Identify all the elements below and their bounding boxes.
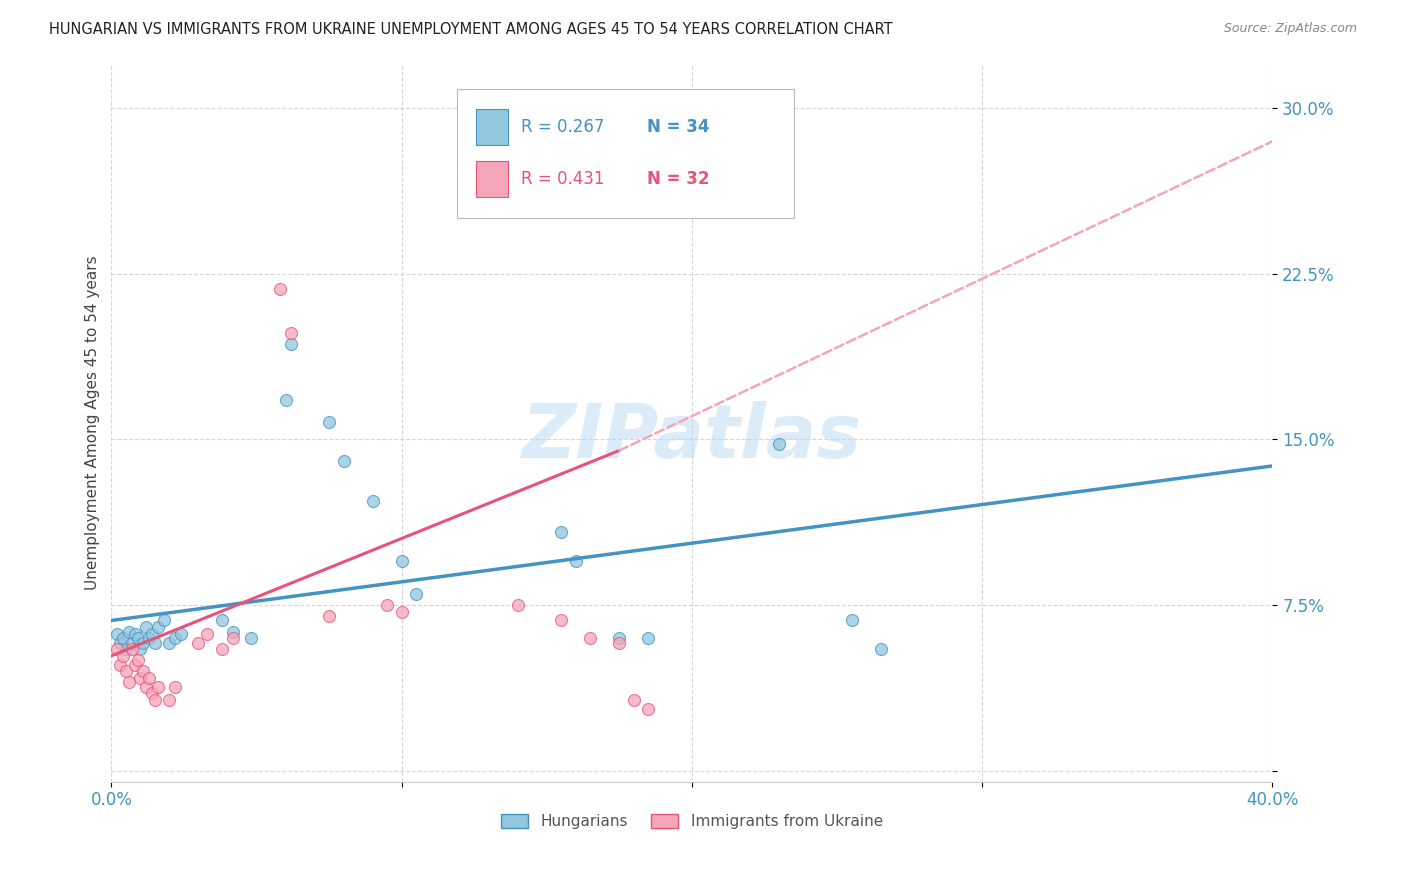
Point [623, 693, 645, 707]
Point [405, 587, 427, 601]
Point [318, 415, 340, 429]
Text: R = 0.431: R = 0.431 [522, 170, 605, 188]
Point [127, 631, 149, 645]
Text: ZIPatlas: ZIPatlas [522, 401, 862, 474]
Point [141, 686, 163, 700]
Point [127, 653, 149, 667]
Point [108, 657, 131, 672]
Point [222, 624, 245, 639]
Point [105, 642, 128, 657]
Point [280, 337, 302, 351]
Point [550, 614, 572, 628]
Point [170, 626, 193, 640]
Point [146, 620, 169, 634]
Point [141, 626, 163, 640]
Y-axis label: Unemployment Among Ages 45 to 54 years: Unemployment Among Ages 45 to 54 years [86, 255, 100, 591]
Point [159, 635, 181, 649]
Point [129, 642, 152, 657]
Text: N = 34: N = 34 [647, 119, 709, 136]
Point [565, 554, 588, 568]
Point [506, 598, 529, 612]
Point [111, 648, 134, 663]
Point [129, 671, 152, 685]
FancyBboxPatch shape [477, 110, 509, 145]
Point [280, 326, 302, 341]
Point [124, 626, 146, 640]
Point [768, 437, 790, 451]
Point [121, 642, 143, 657]
Point [143, 635, 166, 649]
Point [115, 665, 138, 679]
Point [710, 172, 733, 186]
Legend: Hungarians, Immigrants from Ukraine: Hungarians, Immigrants from Ukraine [495, 808, 889, 835]
Point [118, 624, 141, 639]
Point [391, 554, 413, 568]
Point [165, 680, 187, 694]
Point [165, 631, 187, 645]
Point [146, 680, 169, 694]
Point [121, 635, 143, 649]
Point [105, 626, 128, 640]
Point [579, 631, 602, 645]
Point [375, 598, 398, 612]
Text: HUNGARIAN VS IMMIGRANTS FROM UKRAINE UNEMPLOYMENT AMONG AGES 45 TO 54 YEARS CORR: HUNGARIAN VS IMMIGRANTS FROM UKRAINE UNE… [49, 22, 893, 37]
Point [195, 626, 218, 640]
FancyBboxPatch shape [477, 161, 509, 197]
Point [187, 635, 209, 649]
Point [143, 693, 166, 707]
Point [609, 635, 631, 649]
Point [332, 454, 354, 468]
Point [152, 614, 174, 628]
Point [108, 635, 131, 649]
Point [550, 525, 572, 540]
Text: N = 32: N = 32 [647, 170, 709, 188]
Point [841, 614, 863, 628]
Point [269, 282, 291, 296]
Text: R = 0.267: R = 0.267 [522, 119, 605, 136]
Point [318, 609, 340, 624]
Point [132, 665, 155, 679]
Point [637, 702, 659, 716]
Point [274, 392, 297, 407]
FancyBboxPatch shape [457, 89, 794, 218]
Point [361, 494, 384, 508]
Text: Source: ZipAtlas.com: Source: ZipAtlas.com [1223, 22, 1357, 36]
Point [211, 642, 233, 657]
Point [132, 635, 155, 649]
Point [138, 631, 160, 645]
Point [111, 631, 134, 645]
Point [609, 631, 631, 645]
Point [239, 631, 262, 645]
Point [211, 614, 233, 628]
Point [115, 642, 138, 657]
Point [135, 620, 157, 634]
Point [118, 675, 141, 690]
Point [159, 693, 181, 707]
Point [138, 671, 160, 685]
Point [222, 631, 245, 645]
Point [637, 631, 659, 645]
Point [135, 680, 157, 694]
Point [869, 642, 891, 657]
Point [124, 657, 146, 672]
Point [391, 605, 413, 619]
